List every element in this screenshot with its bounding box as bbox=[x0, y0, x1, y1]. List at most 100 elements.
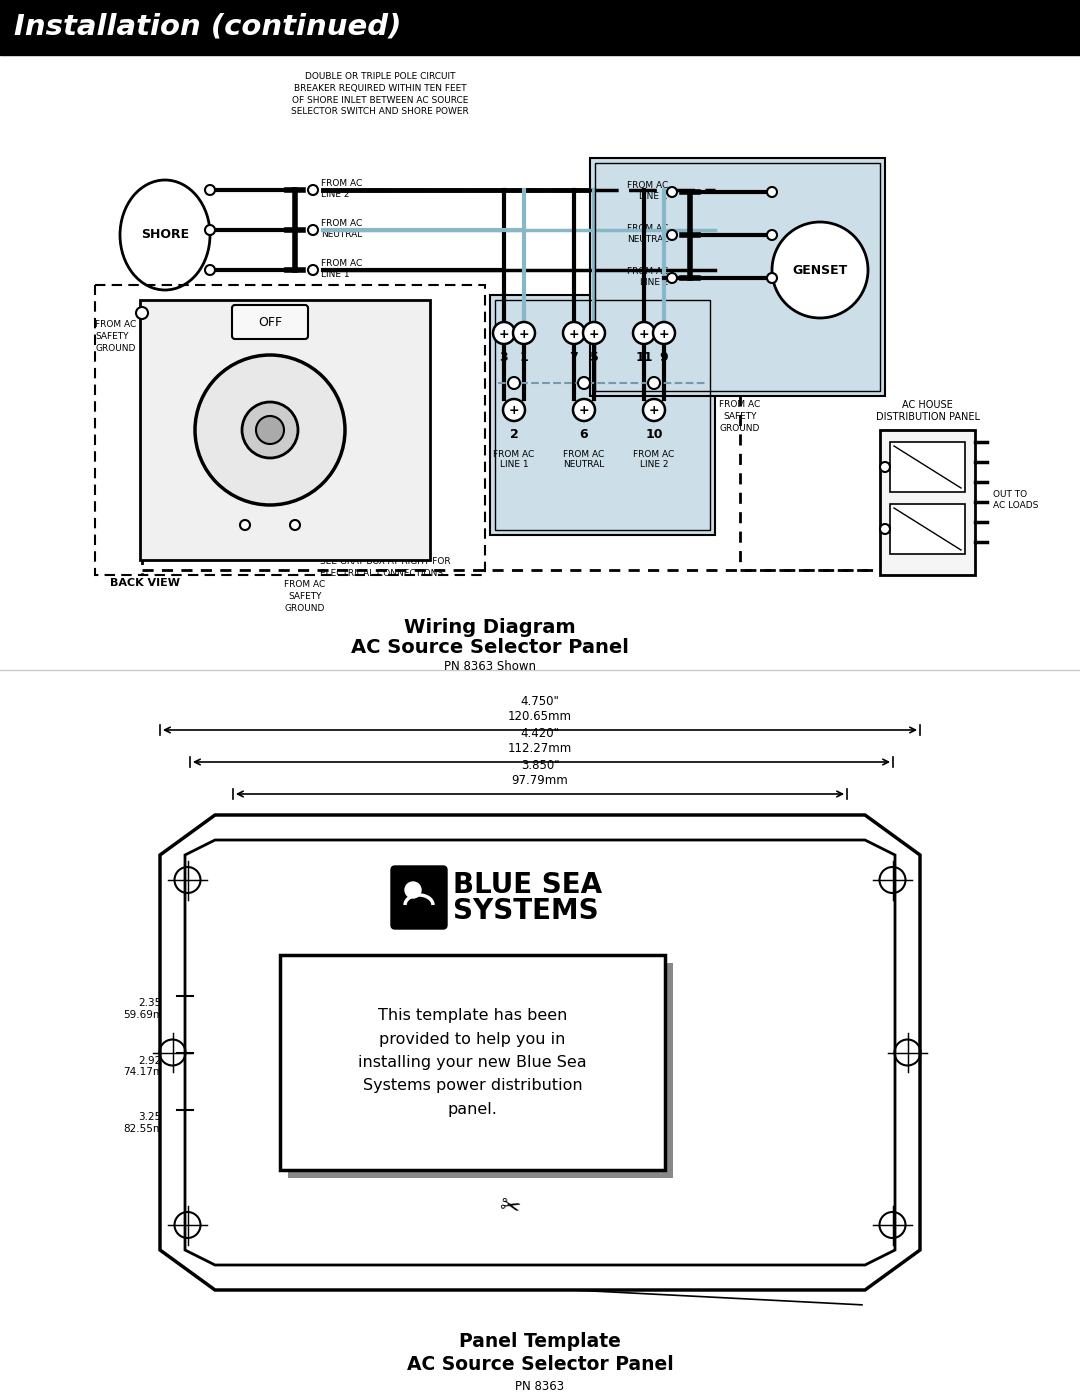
Text: DOUBLE OR TRIPLE POLE CIRCUIT
BREAKER REQUIRED WITHIN TEN FEET
OF SHORE INLET BE: DOUBLE OR TRIPLE POLE CIRCUIT BREAKER RE… bbox=[292, 73, 469, 116]
Circle shape bbox=[767, 187, 777, 197]
Circle shape bbox=[667, 231, 677, 240]
Text: 11: 11 bbox=[635, 351, 652, 365]
Text: 5: 5 bbox=[590, 351, 598, 365]
Text: PN 8363 Shown: PN 8363 Shown bbox=[444, 659, 536, 673]
Circle shape bbox=[308, 184, 318, 196]
Circle shape bbox=[513, 321, 535, 344]
Text: 2.920"
74.17mm: 2.920" 74.17mm bbox=[123, 1056, 173, 1077]
Text: +: + bbox=[649, 405, 659, 418]
FancyBboxPatch shape bbox=[232, 305, 308, 339]
Text: AC Source Selector Panel: AC Source Selector Panel bbox=[407, 1355, 673, 1375]
Text: 3.250"
82.55mm: 3.250" 82.55mm bbox=[123, 1112, 173, 1134]
Circle shape bbox=[767, 231, 777, 240]
Bar bbox=[490, 295, 715, 535]
Text: FROM AC
LINE 1: FROM AC LINE 1 bbox=[321, 260, 362, 278]
Text: 6: 6 bbox=[580, 427, 589, 441]
Circle shape bbox=[573, 400, 595, 420]
Text: POWER AVAILABLE: POWER AVAILABLE bbox=[213, 387, 217, 433]
Circle shape bbox=[633, 321, 654, 344]
Circle shape bbox=[136, 307, 148, 319]
Text: FROM AC
LINE 2: FROM AC LINE 2 bbox=[321, 179, 362, 198]
Text: Wiring Diagram: Wiring Diagram bbox=[404, 617, 576, 637]
Circle shape bbox=[205, 265, 215, 275]
Circle shape bbox=[492, 321, 515, 344]
Bar bbox=[495, 300, 710, 529]
Text: 2: 2 bbox=[510, 427, 518, 441]
Text: AC ROTARY SWITCH,
SEE GRAY BOX AT RIGHT FOR
ELECTRICAL CONNECTIONS: AC ROTARY SWITCH, SEE GRAY BOX AT RIGHT … bbox=[320, 545, 450, 577]
Circle shape bbox=[503, 400, 525, 420]
Circle shape bbox=[767, 272, 777, 284]
Text: 3: 3 bbox=[500, 351, 509, 365]
Text: +: + bbox=[579, 405, 590, 418]
Circle shape bbox=[643, 400, 665, 420]
FancyBboxPatch shape bbox=[391, 866, 447, 929]
Text: +: + bbox=[589, 327, 599, 341]
Text: SHORE: SHORE bbox=[349, 416, 357, 443]
Text: POWER AVAILABLE: POWER AVAILABLE bbox=[323, 387, 327, 433]
Circle shape bbox=[880, 524, 890, 534]
Circle shape bbox=[880, 462, 890, 472]
Text: +: + bbox=[638, 327, 649, 341]
Circle shape bbox=[653, 321, 675, 344]
Text: +: + bbox=[518, 327, 529, 341]
Circle shape bbox=[772, 222, 868, 319]
Text: BLUE SEA
SYSTEMS: BLUE SEA SYSTEMS bbox=[453, 870, 603, 925]
Bar bbox=[595, 163, 880, 391]
Text: +: + bbox=[509, 405, 519, 418]
Text: 4.750"
120.65mm: 4.750" 120.65mm bbox=[508, 694, 572, 724]
Circle shape bbox=[205, 225, 215, 235]
Text: ✂: ✂ bbox=[497, 1193, 523, 1222]
Text: BACK VIEW: BACK VIEW bbox=[110, 578, 180, 588]
Text: REVERSE POLARITY: REVERSE POLARITY bbox=[323, 420, 327, 469]
Circle shape bbox=[242, 402, 298, 458]
Text: SHORE: SHORE bbox=[140, 229, 189, 242]
Circle shape bbox=[256, 416, 284, 444]
Text: +: + bbox=[569, 327, 579, 341]
Text: +: + bbox=[499, 327, 510, 341]
Text: FROM AC
NEUTRAL: FROM AC NEUTRAL bbox=[321, 219, 362, 239]
Text: AC Source Selector Panel: AC Source Selector Panel bbox=[351, 638, 629, 657]
Text: FROM AC
SAFETY
GROUND: FROM AC SAFETY GROUND bbox=[284, 580, 326, 613]
Bar bbox=[590, 158, 885, 395]
Circle shape bbox=[308, 265, 318, 275]
Text: FROM AC
SAFETY
GROUND: FROM AC SAFETY GROUND bbox=[95, 320, 136, 352]
Text: FROM AC
NEUTRAL: FROM AC NEUTRAL bbox=[564, 450, 605, 469]
Bar bbox=[0, 671, 1080, 1397]
Text: GENSET: GENSET bbox=[793, 264, 848, 277]
Circle shape bbox=[563, 321, 585, 344]
Bar bbox=[95, 285, 485, 576]
Bar bbox=[890, 441, 966, 492]
Text: 4.420"
112.27mm: 4.420" 112.27mm bbox=[508, 726, 572, 754]
Text: FROM AC
NEUTRAL: FROM AC NEUTRAL bbox=[626, 225, 669, 243]
Ellipse shape bbox=[120, 180, 210, 291]
Text: GENERATOR: GENERATOR bbox=[183, 407, 191, 454]
Bar bbox=[880, 430, 975, 576]
Text: +: + bbox=[659, 327, 670, 341]
Bar bbox=[140, 300, 430, 560]
Text: FROM AC
LINE 1: FROM AC LINE 1 bbox=[626, 182, 669, 201]
Circle shape bbox=[240, 520, 249, 529]
Text: This template has been
provided to help you in
installing your new Blue Sea
Syst: This template has been provided to help … bbox=[359, 1009, 586, 1116]
Text: 1: 1 bbox=[519, 351, 528, 365]
Text: Drill pilot hole as needed
for panel mounting screws: Drill pilot hole as needed for panel mou… bbox=[285, 1260, 424, 1281]
Circle shape bbox=[648, 377, 660, 388]
Circle shape bbox=[667, 272, 677, 284]
Text: Installation (continued): Installation (continued) bbox=[14, 13, 402, 41]
PathPatch shape bbox=[160, 814, 920, 1289]
Circle shape bbox=[578, 377, 590, 388]
Bar bbox=[288, 963, 673, 1178]
Circle shape bbox=[308, 225, 318, 235]
Text: OFF: OFF bbox=[258, 316, 282, 328]
Circle shape bbox=[195, 355, 345, 504]
Text: FROM AC
LINE 2: FROM AC LINE 2 bbox=[626, 267, 669, 286]
Bar bbox=[280, 956, 665, 1171]
Circle shape bbox=[508, 377, 519, 388]
Text: PN 8363: PN 8363 bbox=[515, 1380, 565, 1393]
Bar bbox=[0, 0, 1080, 54]
Text: 9: 9 bbox=[660, 351, 669, 365]
Circle shape bbox=[583, 321, 605, 344]
Text: Panel Template: Panel Template bbox=[459, 1331, 621, 1351]
Text: REVERSE POLARITY: REVERSE POLARITY bbox=[213, 420, 217, 469]
Text: 2.350"
59.69mm: 2.350" 59.69mm bbox=[123, 999, 173, 1020]
Text: FROM AC
SAFETY
GROUND: FROM AC SAFETY GROUND bbox=[719, 400, 760, 433]
